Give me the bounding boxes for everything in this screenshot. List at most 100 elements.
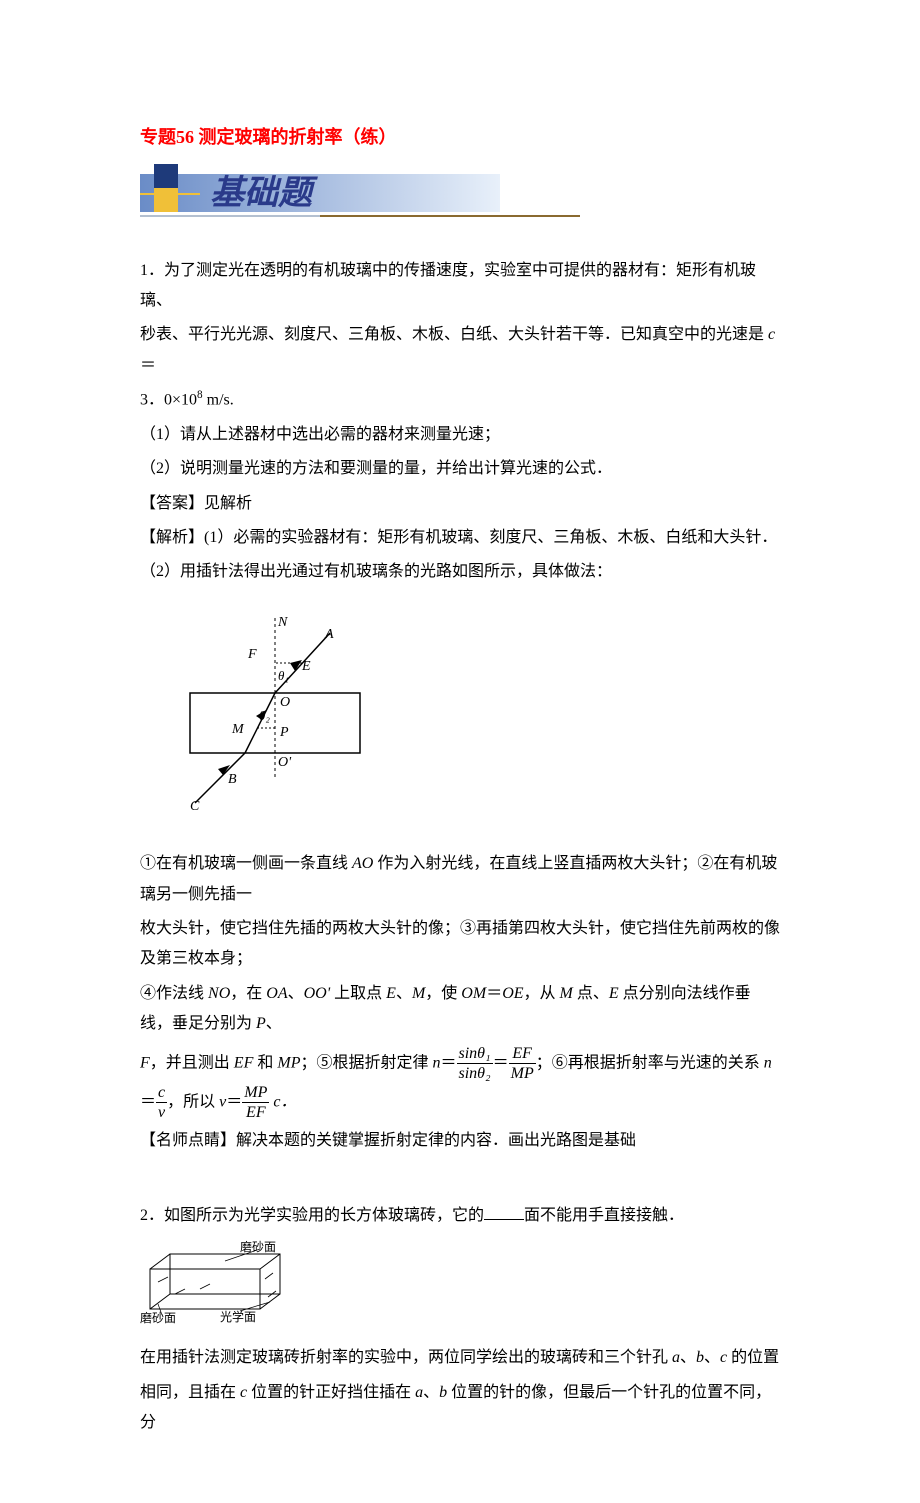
frac2n: EF (509, 1044, 536, 1064)
s3c: 、 (288, 985, 304, 1002)
s4eq1: ＝ (440, 1054, 456, 1071)
q2bv: b (696, 1349, 704, 1366)
q2p2b: 位置的针正好挡住插在 (247, 1384, 415, 1401)
s4e: ，所以 (167, 1093, 219, 1110)
s3om: OM (461, 985, 486, 1002)
q1-intro-l2-row: 秒表、平行光光源、刻度尺、三角板、木板、白纸、大头针若干等．已知真空中的光速是 … (140, 320, 780, 381)
s3b: ，在 (230, 985, 266, 1002)
s1ao: AO (352, 855, 373, 872)
s4a: F (140, 1054, 150, 1071)
s3oo: OO' (304, 985, 331, 1002)
q2av: a (672, 1349, 680, 1366)
page-title: 专题56 测定玻璃的折射率（练） (140, 120, 780, 154)
q1-step-l1: ①在有机玻璃一侧画一条直线 AO 作为入射光线，在直线上竖直插两枚大头针；②在有… (140, 849, 780, 910)
q2b: 面不能用手直接接触． (524, 1207, 684, 1224)
frac3d: v (156, 1103, 167, 1122)
q2s1: 、 (680, 1349, 696, 1366)
s3a: ④作法线 (140, 985, 208, 1002)
s4d: ；⑥再根据折射率与光速的关系 (536, 1054, 764, 1071)
svg-text:光学面: 光学面 (220, 1309, 256, 1324)
s3oe: OE (502, 985, 523, 1002)
svg-text:磨砂面: 磨砂面 (140, 1311, 176, 1324)
q1-expl-l2: （2）用插针法得出光通过有机玻璃条的光路如图所示，具体做法： (140, 557, 780, 587)
q2-para-l2: 相同，且插在 c 位置的针正好挡住插在 a、b 位置的针的像，但最后一个针孔的位… (140, 1378, 780, 1439)
svg-text:P: P (279, 725, 289, 740)
svg-text:O: O (280, 695, 290, 710)
q1-step-l3: ④作法线 NO，在 OA、OO' 上取点 E、M，使 OM＝OE，从 M 点、E… (140, 979, 780, 1040)
s3d: 上取点 (330, 985, 386, 1002)
q1-step-l4: F，并且测出 EF 和 MP；⑤根据折射定律 n＝sinθ₁sinθ₂＝EFMP… (140, 1044, 780, 1123)
q1-intro-l3-row: 3．0×108 m/s. (140, 385, 780, 416)
s4ef: EF (234, 1054, 254, 1071)
s4aa: ，并且测出 (150, 1054, 234, 1071)
s4mp: MP (277, 1054, 300, 1071)
frac4: MPEF (242, 1083, 269, 1122)
s3ee: E (609, 985, 619, 1002)
spacer (140, 1161, 780, 1201)
q1-optics-diagram: N A F E θ₁ O θ₂ M P O' B C (170, 608, 780, 829)
s3e: E (386, 985, 396, 1002)
glass-brick-diagram: 磨砂面 光学面 磨砂面 (140, 1239, 780, 1335)
s4eq2: ＝ (493, 1054, 509, 1071)
svg-text:B: B (228, 772, 237, 787)
s3m: M (412, 985, 425, 1002)
q1-answer-label: 【答案】见解析 (140, 489, 780, 519)
q1-expl-l1: 【解析】(1）必需的实验器材有：矩形有机玻璃、刻度尺、三角板、木板、白纸和大头针… (140, 523, 780, 553)
q2-para-l1: 在用插针法测定玻璃砖折射率的实验中，两位同学绘出的玻璃砖和三个针孔 a、b、c … (140, 1343, 780, 1373)
q2av2: a (415, 1384, 423, 1401)
frac4d: EF (242, 1103, 269, 1122)
s3p: P (256, 1015, 266, 1032)
frac2: EFMP (509, 1044, 536, 1083)
eq1: ＝ (140, 357, 156, 374)
svg-text:θ₁: θ₁ (278, 668, 289, 683)
s3mm: M (560, 985, 573, 1002)
s1a: ①在有机玻璃一侧画一条直线 (140, 855, 352, 872)
svg-text:F: F (247, 647, 257, 662)
s3no: NO (208, 985, 230, 1002)
banner-text: 基础题 (210, 174, 318, 212)
s4n2: n (764, 1054, 772, 1071)
c-var: c (768, 326, 775, 343)
q1-intro-l2: 秒表、平行光光源、刻度尺、三角板、木板、白纸、大头针若干等．已知真空中的光速是 (140, 326, 768, 343)
s3e2: 、 (396, 985, 412, 1002)
frac1d: sinθ₂ (457, 1064, 493, 1083)
svg-text:C: C (190, 799, 200, 814)
svg-text:M: M (231, 722, 245, 737)
frac1n: sinθ₁ (457, 1044, 493, 1064)
q2-intro: 2．如图所示为光学实验用的长方体玻璃砖，它的 面不能用手直接接触． (140, 1201, 780, 1231)
s3oa: OA (266, 985, 287, 1002)
q1-note: 【名师点睛】解决本题的关键掌握折射定律的内容．画出光路图是基础 (140, 1126, 780, 1156)
s3g: ，从 (524, 985, 560, 1002)
q2s2: 、 (704, 1349, 720, 1366)
q1-intro: 1．为了测定光在透明的有机玻璃中的传播速度，实验室中可提供的器材有：矩形有机玻璃… (140, 256, 780, 317)
q2p1a: 在用插针法测定玻璃砖折射率的实验中，两位同学绘出的玻璃砖和三个针孔 (140, 1349, 672, 1366)
frac2d: MP (509, 1064, 536, 1083)
svg-text:A: A (324, 627, 334, 642)
q2a: 如图所示为光学实验用的长方体玻璃砖，它的 (164, 1207, 484, 1224)
q1-sub2: （2）说明测量光速的方法和要测量的量，并给出计算光速的公式． (140, 454, 780, 484)
frac3: cv (156, 1083, 167, 1122)
q1-intro-l1: 为了测定光在透明的有机玻璃中的传播速度，实验室中可提供的器材有：矩形有机玻璃、 (140, 262, 756, 309)
blank-field (484, 1204, 524, 1220)
q2cv: c (720, 1349, 727, 1366)
s4eq4: ＝ (226, 1093, 242, 1110)
q2p1b: 的位置 (727, 1349, 779, 1366)
q1-sub1: （1）请从上述器材中选出必需的器材来测量光速； (140, 420, 780, 450)
q1-l3-prefix: 3．0×10 (140, 391, 197, 408)
s4eq3: ＝ (140, 1093, 156, 1110)
q1-l3-unit: m/s. (203, 391, 234, 408)
frac4n: MP (242, 1083, 269, 1103)
q1-step-l2: 枚大头针，使它挡住先插的两枚大头针的像；③再插第四枚大头针，使它挡住先前两枚的像… (140, 914, 780, 975)
q2s3: 、 (423, 1384, 439, 1401)
q2-num: 2． (140, 1207, 164, 1224)
s3punc: 、 (266, 1015, 282, 1032)
s4c: ；⑤根据折射定律 (300, 1054, 432, 1071)
svg-text:θ₂: θ₂ (259, 708, 270, 723)
q2cv2: c (240, 1384, 247, 1401)
s3h: 点、 (573, 985, 609, 1002)
q2bv2: b (439, 1384, 447, 1401)
s3eq: ＝ (486, 985, 502, 1002)
svg-text:N: N (277, 615, 288, 630)
frac3n: c (156, 1083, 167, 1103)
s4f: c． (269, 1093, 296, 1110)
